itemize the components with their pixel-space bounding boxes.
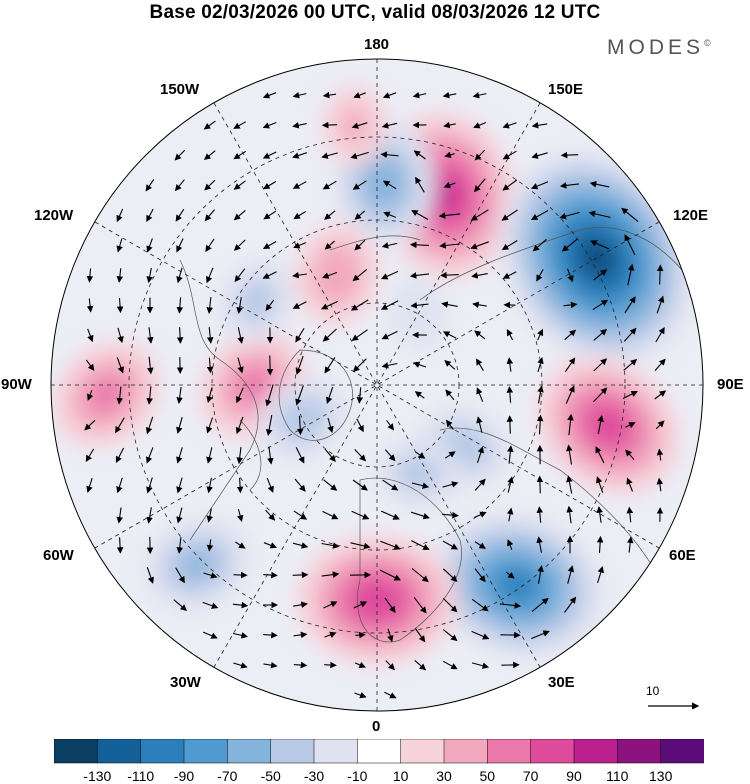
lon-label-90e: 90E	[717, 376, 744, 393]
colorbar-tick-label: 110	[606, 768, 628, 784]
colorbar-swatch	[141, 739, 185, 763]
colorbar-swatch	[314, 739, 358, 763]
wind-vector	[293, 575, 308, 576]
anomaly-contour	[350, 578, 404, 621]
colorbar-swatch	[357, 739, 401, 763]
lon-label-90w: 90W	[1, 376, 32, 393]
colorbar-swatch	[444, 739, 488, 763]
colorbar-tick-label: 130	[649, 768, 672, 784]
colorbar-tick-label: -70	[217, 768, 237, 784]
colorbar-swatch	[661, 739, 704, 763]
colorbar-swatch	[617, 739, 661, 763]
lon-label-60w: 60W	[43, 547, 74, 564]
colorbar-tick-label: -90	[174, 768, 194, 784]
colorbar-tick-label: 30	[436, 768, 452, 784]
colorbar-swatch	[487, 739, 531, 763]
wind-vector	[540, 477, 541, 494]
reference-vector-arrow	[646, 698, 706, 718]
lon-label-30e: 30E	[548, 674, 575, 691]
colorbar-swatch	[401, 739, 445, 763]
colorbar-swatch	[271, 739, 315, 763]
lon-label-60e: 60E	[669, 547, 696, 564]
colorbar-tick-label: 90	[566, 768, 582, 784]
wind-vector	[562, 155, 578, 156]
colorbar	[54, 739, 704, 765]
colorbar-tick-label: -50	[261, 768, 281, 784]
wind-vector	[234, 575, 247, 576]
lon-label-0: 0	[372, 718, 380, 735]
reference-vector-label: 10	[646, 684, 659, 698]
lon-label-150e: 150E	[548, 81, 583, 98]
wind-vector	[323, 125, 337, 126]
colorbar-swatch	[184, 739, 228, 763]
lon-label-120e: 120E	[673, 207, 708, 224]
lon-label-150w: 150W	[160, 81, 199, 98]
colorbar-swatch	[54, 739, 98, 763]
lon-label-120w: 120W	[34, 207, 73, 224]
colorbar-tick-label: -10	[347, 768, 367, 784]
colorbar-tick-label: 10	[393, 768, 409, 784]
lon-label-180: 180	[364, 36, 389, 53]
colorbar-tick-label: 70	[523, 768, 539, 784]
colorbar-tick-label: -30	[304, 768, 324, 784]
colorbar-tick-label: -130	[83, 768, 111, 784]
wind-vector	[510, 416, 511, 433]
colorbar-swatch	[97, 739, 141, 763]
lon-label-30w: 30W	[170, 674, 201, 691]
colorbar-swatch	[227, 739, 271, 763]
wind-vector	[324, 665, 336, 666]
colorbar-tick-label: 50	[480, 768, 496, 784]
colorbar-swatch	[574, 739, 618, 763]
colorbar-tick-label: -110	[127, 768, 154, 784]
colorbar-swatch	[531, 739, 575, 763]
map-disc	[31, 50, 732, 730]
